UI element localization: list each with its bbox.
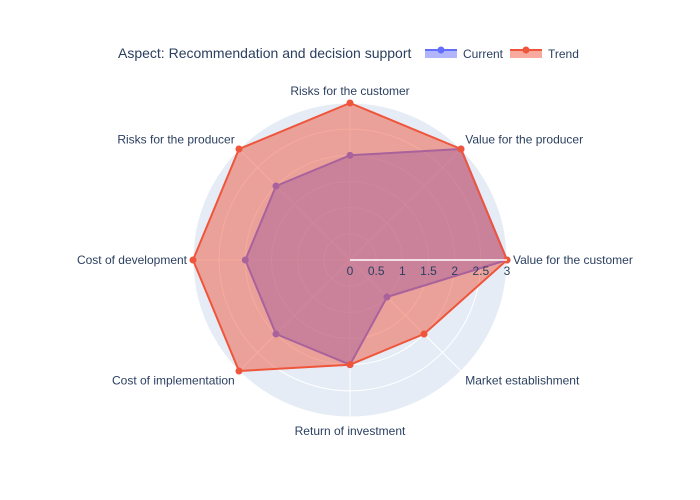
legend[interactable]: Current Trend (425, 46, 579, 62)
category-label: Value for the producer (465, 133, 583, 147)
category-label: Return of investment (295, 424, 406, 438)
legend-swatch (510, 50, 542, 58)
legend-marker (437, 46, 445, 54)
radial-tick-label: 2.5 (472, 264, 489, 278)
category-label: Value for the customer (513, 253, 633, 267)
radial-axis: 0 0.5 1 1.5 2 2.5 3 (347, 259, 511, 278)
data-point (457, 145, 465, 153)
radial-tick-label: 1.5 (420, 264, 437, 278)
data-point (189, 256, 197, 264)
legend-item-trend[interactable]: Trend (510, 46, 579, 62)
series-layer (189, 99, 511, 375)
radial-tick-label: 1 (399, 264, 406, 278)
category-label: Risks for the producer (117, 133, 234, 147)
category-label: Cost of implementation (112, 373, 235, 387)
chart-title: Aspect: Recommendation and decision supp… (118, 45, 412, 61)
legend-label: Current (463, 47, 504, 61)
polar-area: 0 0.5 1 1.5 2 2.5 3 Value for the customerValu… (77, 84, 633, 438)
radial-tick-label: 2 (451, 264, 458, 278)
data-point (346, 361, 354, 369)
data-point (235, 145, 243, 153)
category-label: Risks for the customer (290, 84, 409, 98)
radial-tick-label: 0 (347, 264, 354, 278)
category-label: Cost of development (77, 253, 188, 267)
legend-label: Trend (548, 47, 579, 61)
legend-item-current[interactable]: Current (425, 46, 504, 62)
radial-tick-label: 3 (504, 264, 511, 278)
category-labels: Value for the customer Value for the prod… (77, 84, 633, 438)
legend-swatch (425, 50, 457, 58)
data-point (420, 330, 428, 338)
data-point (346, 99, 354, 107)
category-label: Market establishment (465, 373, 580, 387)
data-point (235, 367, 243, 375)
legend-marker (522, 46, 530, 54)
series-trend (189, 99, 511, 375)
radial-tick-label: 0.5 (368, 264, 385, 278)
